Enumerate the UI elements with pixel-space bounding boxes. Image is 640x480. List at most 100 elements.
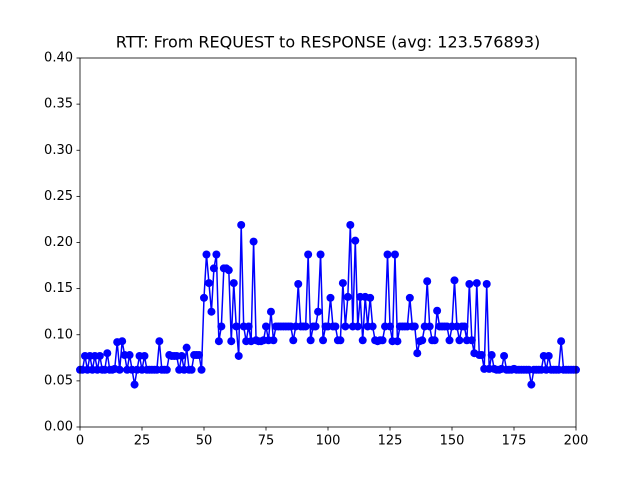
data-point [237, 220, 246, 229]
data-point [95, 351, 104, 360]
data-point [182, 343, 191, 352]
y-tick-label: 0.20 [44, 235, 73, 250]
data-point [336, 336, 345, 345]
data-point [557, 337, 566, 346]
data-point [118, 337, 127, 346]
data-point [301, 322, 310, 331]
data-point [413, 349, 422, 358]
data-point [383, 250, 392, 259]
data-point [460, 322, 469, 331]
x-tick-label: 75 [258, 434, 275, 449]
data-point [266, 307, 275, 316]
data-point [346, 220, 355, 229]
data-point [433, 306, 442, 315]
x-tick-label: 100 [316, 434, 341, 449]
data-point [455, 336, 464, 345]
y-tick-label: 0.30 [44, 143, 73, 158]
data-point [467, 336, 476, 345]
data-point [187, 365, 196, 374]
data-point [341, 322, 350, 331]
data-point [311, 322, 320, 331]
data-point [368, 322, 377, 331]
data-point [378, 336, 387, 345]
data-point [326, 293, 335, 302]
data-point [130, 380, 139, 389]
data-point [319, 336, 328, 345]
y-tick-label: 0.10 [44, 327, 73, 342]
data-point [214, 337, 223, 346]
data-point [289, 336, 298, 345]
y-tick-label: 0.05 [44, 373, 73, 388]
data-point [410, 322, 419, 331]
chart-title: RTT: From REQUEST to RESPONSE (avg: 123.… [116, 33, 541, 52]
plot-frame [79, 57, 577, 428]
data-point [229, 279, 238, 288]
data-point [316, 250, 325, 259]
data-point [314, 307, 323, 316]
data-point [338, 279, 347, 288]
data-point [425, 322, 434, 331]
data-point [465, 280, 474, 289]
data-point [204, 279, 213, 288]
data-point [472, 279, 481, 288]
data-point [217, 322, 226, 331]
y-tick-label: 0.35 [44, 97, 73, 112]
x-tick-label: 200 [564, 434, 589, 449]
data-point [544, 351, 553, 360]
data-point [212, 250, 221, 259]
x-tick-label: 0 [76, 434, 84, 449]
data-point [294, 280, 303, 289]
data-point [262, 322, 270, 331]
x-tick-label: 25 [134, 434, 151, 449]
data-point [227, 337, 236, 346]
data-point [386, 322, 394, 331]
data-point [306, 336, 315, 345]
data-point [366, 293, 375, 302]
data-point [304, 250, 313, 259]
y-tick-label: 0.00 [44, 420, 73, 435]
data-point [418, 336, 427, 345]
data-point [232, 322, 241, 331]
data-point [103, 349, 112, 358]
data-point [177, 351, 186, 360]
data-point [343, 292, 352, 301]
data-point [140, 351, 149, 360]
x-tick-label: 175 [502, 434, 527, 449]
data-line [80, 224, 576, 385]
data-point [405, 293, 414, 302]
data-point [197, 365, 206, 374]
data-point [207, 307, 216, 316]
data-point [234, 351, 243, 360]
data-point [249, 237, 258, 246]
data-point [351, 236, 360, 245]
data-point [487, 351, 496, 360]
data-point [269, 336, 278, 345]
data-point [224, 266, 233, 275]
data-point [500, 351, 509, 360]
data-point [482, 280, 491, 289]
data-point [430, 336, 439, 345]
y-tick-label: 0.15 [44, 281, 73, 296]
data-point [353, 322, 362, 331]
data-point [393, 337, 402, 346]
data-point [125, 351, 134, 360]
data-point [155, 337, 164, 346]
data-point [423, 277, 432, 286]
y-tick-label: 0.40 [44, 51, 73, 66]
data-point [202, 250, 211, 259]
data-point [331, 322, 340, 331]
data-point [477, 351, 486, 360]
data-point [209, 264, 218, 273]
data-point [162, 365, 171, 374]
data-point [450, 276, 459, 285]
data-point [358, 336, 367, 345]
data-point [115, 365, 124, 374]
x-tick-label: 50 [196, 434, 213, 449]
y-tick-label: 0.25 [44, 189, 73, 204]
x-tick-label: 150 [440, 434, 465, 449]
data-point [200, 293, 208, 302]
x-tick-label: 125 [378, 434, 403, 449]
data-point [195, 351, 204, 360]
